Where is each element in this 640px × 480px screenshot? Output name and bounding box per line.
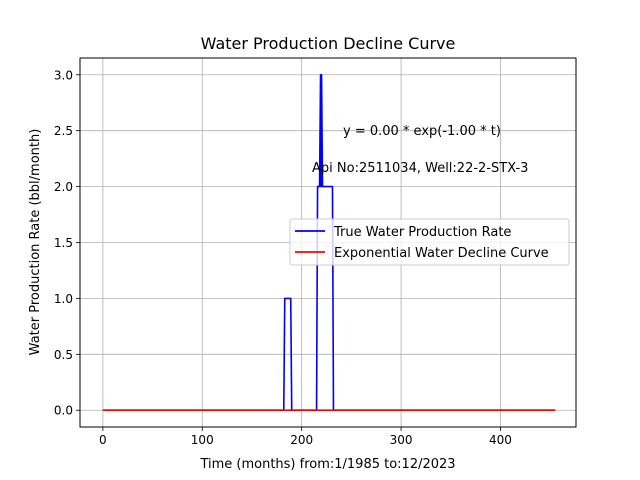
legend-box <box>289 218 570 266</box>
y-tick-label: 2.5 <box>54 124 73 138</box>
y-axis-label: Water Production Rate (bbl/month) <box>28 129 43 356</box>
axis-ticks: 0 100 200 300 400 0.0 0.5 1.0 1.5 2.0 2.5 3.0 <box>54 68 512 447</box>
well-annotation: Api No:2511034, Well:22-2-STX-3 <box>312 161 528 176</box>
y-tick-label: 1.5 <box>54 236 73 250</box>
series-line-0 <box>102 73 556 412</box>
legend: True Water Production Rate Exponential W… <box>289 218 570 266</box>
chart-title: Water Production Decline Curve <box>201 34 456 53</box>
y-tick-label: 1.0 <box>54 292 73 306</box>
y-tick-label: 0.0 <box>54 404 73 418</box>
y-tick-label: 3.0 <box>54 68 73 82</box>
legend-label-exponential-curve: Exponential Water Decline Curve <box>334 246 549 261</box>
x-tick-label: 0 <box>99 433 107 447</box>
legend-label-true-rate: True Water Production Rate <box>333 225 511 240</box>
y-tick-label: 0.5 <box>54 348 73 362</box>
x-tick-label: 300 <box>390 433 413 447</box>
x-tick-label: 400 <box>489 433 512 447</box>
y-tick-label: 2.0 <box>54 180 73 194</box>
x-tick-label: 100 <box>191 433 214 447</box>
series-lines <box>102 73 556 412</box>
x-axis-label: Time (months) from:1/1985 to:12/2023 <box>199 457 455 472</box>
equation-annotation: y = 0.00 * exp(-1.00 * t) <box>343 124 501 139</box>
x-tick-label: 200 <box>290 433 313 447</box>
